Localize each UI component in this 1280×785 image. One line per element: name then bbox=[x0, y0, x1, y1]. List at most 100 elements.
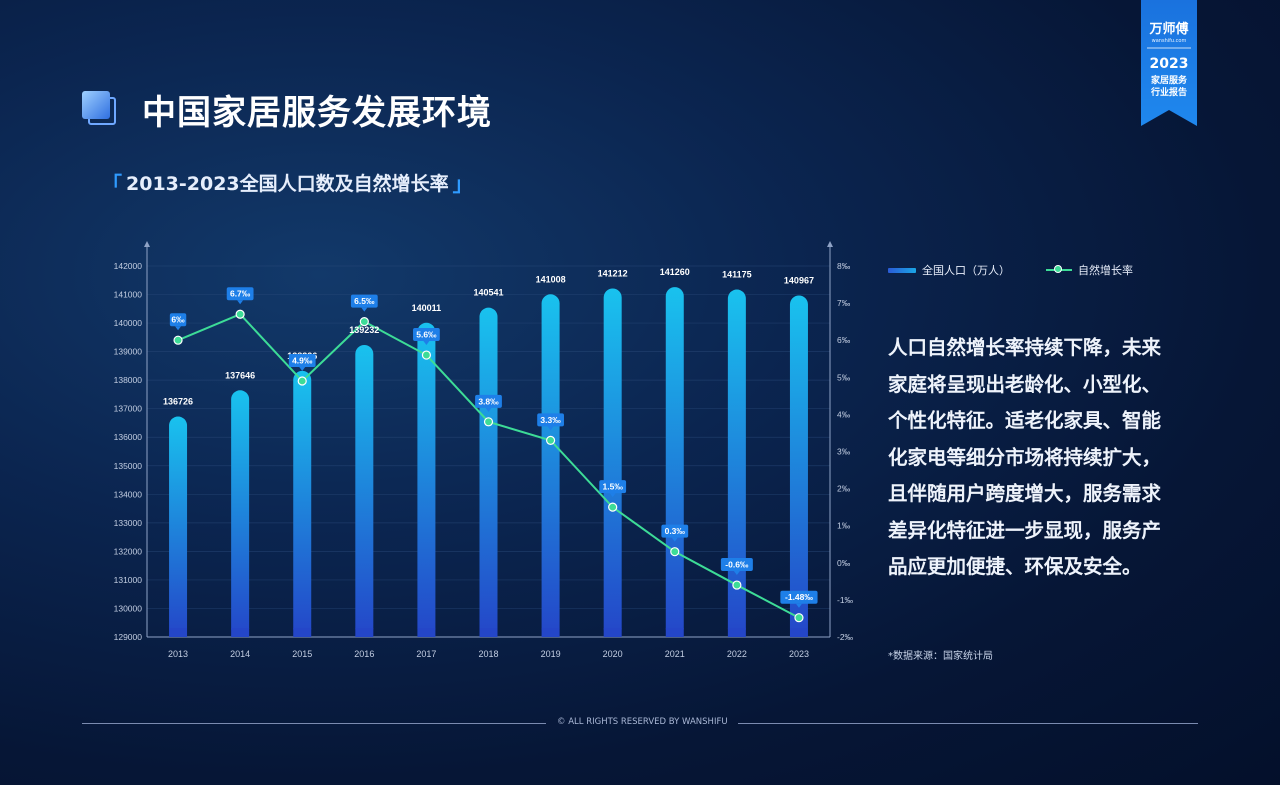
report-badge: 万师傅 wanshifu.com 2023 家居服务 行业报告 bbox=[1141, 0, 1197, 126]
rate-label-box bbox=[780, 590, 818, 604]
rate-label-box bbox=[288, 354, 316, 368]
population-bar-base bbox=[479, 628, 498, 637]
chart-legend: 全国人口（万人） 自然增长率 bbox=[888, 262, 1133, 278]
footer-line-right bbox=[738, 723, 1198, 724]
rate-label-box bbox=[475, 394, 502, 408]
population-data-label: 136726 bbox=[163, 397, 193, 407]
y-left-tick-label: 142000 bbox=[114, 261, 143, 271]
y-left-tick-label: 132000 bbox=[114, 546, 143, 556]
rate-point bbox=[297, 376, 307, 386]
y-right-tick-label: 7‰ bbox=[837, 298, 851, 308]
ribbon-icon bbox=[1141, 0, 1197, 126]
rate-label-pointer bbox=[795, 603, 802, 608]
y-left-tick-label: 139000 bbox=[114, 347, 143, 357]
rate-label-box bbox=[413, 328, 440, 342]
legend-population-label: 全国人口（万人） bbox=[922, 264, 1010, 277]
y-right-tick-label: -2‰ bbox=[837, 632, 854, 642]
y-left-tick-label: 136000 bbox=[114, 432, 143, 442]
population-bar bbox=[479, 307, 498, 637]
y-left-tick-label: 129000 bbox=[114, 632, 143, 642]
rate-point bbox=[608, 502, 618, 512]
page-title: 中国家居服务发展环境 bbox=[142, 92, 492, 133]
population-bar bbox=[665, 287, 684, 637]
y-right-tick-label: 2‰ bbox=[837, 484, 851, 494]
rate-label-box bbox=[350, 294, 378, 308]
legend-bar-swatch bbox=[888, 267, 916, 273]
population-data-label: 140967 bbox=[784, 275, 814, 285]
y-left-tick-label: 134000 bbox=[114, 489, 143, 499]
population-bar bbox=[417, 322, 436, 637]
rate-data-label: -1.48‰ bbox=[785, 592, 813, 602]
rate-label-pointer bbox=[485, 407, 492, 412]
population-bar-base bbox=[231, 628, 250, 637]
chart-subtitle-text: 2013-2023全国人口数及自然增长率 bbox=[126, 173, 449, 195]
badge-line2: 行业报告 bbox=[1150, 88, 1187, 98]
badge-line1: 家居服务 bbox=[1150, 76, 1187, 86]
y-right-tick-label: 3‰ bbox=[837, 447, 851, 457]
population-data-label: 141260 bbox=[660, 267, 690, 277]
x-tick-label: 2023 bbox=[789, 649, 809, 659]
population-data-label: 139232 bbox=[349, 325, 379, 335]
rate-label-pointer bbox=[733, 571, 740, 576]
bracket-close: 」 bbox=[452, 172, 473, 196]
data-source: *数据来源：国家统计局 bbox=[888, 651, 993, 662]
y-right-axis-arrow bbox=[827, 241, 833, 247]
y-right-tick-label: -1‰ bbox=[837, 595, 854, 605]
y-right-tick-label: 0‰ bbox=[837, 558, 851, 568]
rate-label-pointer bbox=[671, 537, 678, 542]
y-left-tick-label: 140000 bbox=[114, 318, 143, 328]
x-tick-label: 2019 bbox=[541, 649, 561, 659]
rate-data-label: 1.5‰ bbox=[603, 482, 624, 492]
rate-label-pointer bbox=[237, 300, 244, 305]
rate-data-label: 5.6‰ bbox=[416, 330, 437, 340]
rate-data-label: 6‰ bbox=[171, 315, 185, 325]
x-tick-label: 2018 bbox=[478, 649, 498, 659]
rate-data-label: 6.5‰ bbox=[354, 296, 375, 306]
rate-label-pointer bbox=[299, 367, 306, 372]
rate-label-box bbox=[537, 413, 564, 427]
rate-label-pointer bbox=[423, 341, 430, 346]
population-bar-base bbox=[789, 628, 808, 637]
rate-label-box bbox=[169, 313, 187, 327]
title-block: 中国家居服务发展环境 bbox=[82, 84, 492, 134]
badge-url: wanshifu.com bbox=[1151, 38, 1187, 44]
x-tick-label: 2016 bbox=[354, 649, 374, 659]
rate-label-pointer bbox=[547, 426, 554, 431]
population-data-label: 141175 bbox=[722, 270, 752, 280]
population-bar bbox=[355, 344, 374, 637]
legend-line-swatch bbox=[1046, 265, 1072, 273]
rate-point bbox=[359, 317, 369, 327]
rate-data-label: -0.6‰ bbox=[725, 560, 749, 570]
badge-brand: 万师傅 bbox=[1149, 22, 1189, 37]
rate-point bbox=[794, 613, 804, 623]
y-left-tick-label: 135000 bbox=[114, 461, 143, 471]
rate-data-label: 3.8‰ bbox=[478, 396, 499, 406]
population-bar bbox=[603, 288, 622, 637]
population-bar-base bbox=[355, 628, 374, 637]
population-data-label: 140011 bbox=[412, 303, 442, 313]
rate-data-label: 6.7‰ bbox=[230, 289, 251, 299]
population-bar-base bbox=[293, 628, 312, 637]
y-left-tick-label: 131000 bbox=[114, 575, 143, 585]
x-tick-label: 2021 bbox=[665, 649, 685, 659]
x-tick-label: 2022 bbox=[727, 649, 747, 659]
x-tick-label: 2013 bbox=[168, 649, 188, 659]
x-tick-label: 2017 bbox=[416, 649, 436, 659]
rate-point bbox=[732, 580, 742, 590]
y-right-tick-label: 8‰ bbox=[837, 261, 851, 271]
rate-point bbox=[483, 417, 494, 427]
x-tick-label: 2020 bbox=[603, 649, 623, 659]
rate-data-label: 0.3‰ bbox=[665, 526, 686, 536]
rate-label-box bbox=[599, 480, 627, 494]
population-bar bbox=[231, 390, 250, 637]
y-right-tick-label: 6‰ bbox=[837, 335, 851, 345]
rate-data-label: 3.3‰ bbox=[540, 415, 561, 425]
population-bar bbox=[541, 294, 560, 637]
y-left-tick-label: 141000 bbox=[114, 290, 143, 300]
y-right-tick-label: 4‰ bbox=[837, 409, 851, 419]
rate-point bbox=[421, 350, 432, 360]
rate-label-pointer bbox=[175, 326, 182, 331]
rate-label-box bbox=[661, 524, 689, 538]
population-bar bbox=[727, 289, 746, 637]
